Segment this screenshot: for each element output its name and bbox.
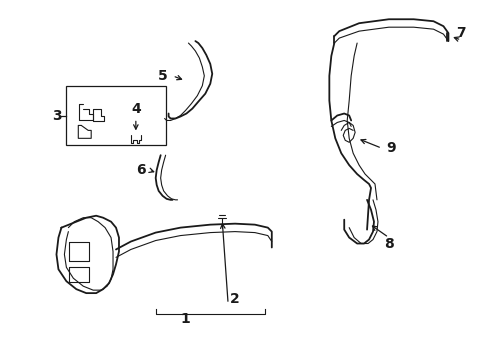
Text: 8: 8 [384, 238, 394, 252]
Text: 9: 9 [386, 141, 396, 155]
Text: 2: 2 [230, 292, 240, 306]
Text: 6: 6 [136, 163, 146, 177]
Text: 7: 7 [457, 26, 466, 40]
Text: 5: 5 [158, 69, 168, 83]
Text: 1: 1 [181, 312, 190, 326]
Text: 4: 4 [131, 102, 141, 116]
Bar [66, 86, 166, 145]
Text: 3: 3 [51, 108, 61, 122]
